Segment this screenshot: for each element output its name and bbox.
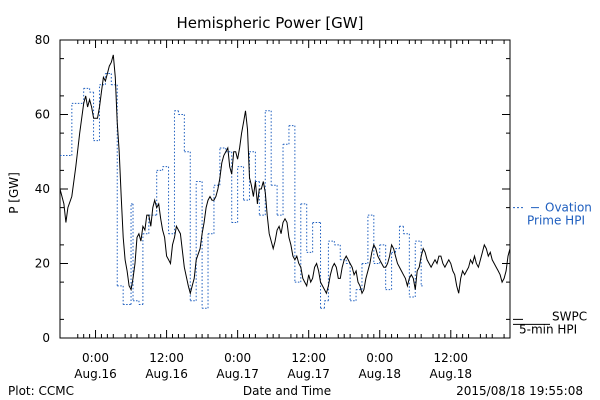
x-axis-label: Date and Time [243,384,331,398]
x-tick-time: 0:00 [82,351,109,365]
x-tick-date: Aug.16 [145,367,188,381]
legend-label: SWPC [552,309,587,323]
legend-label: 5-min HPI [519,322,577,336]
x-tick-date: Aug.17 [216,367,259,381]
y-tick-label: 20 [35,257,50,271]
x-tick-date: Aug.18 [430,367,473,381]
chart-title: Hemispheric Power [GW] [177,14,364,32]
x-tick-date: Aug.16 [74,367,117,381]
legend-label: Ovation [545,201,592,215]
plot-timestamp: 2015/08/18 19:55:08 [456,384,583,398]
y-tick-label: 0 [42,331,50,345]
x-tick-date: Aug.17 [287,367,330,381]
y-tick-label: 60 [35,108,50,122]
plot-area-frame [59,39,511,339]
swpc-series [59,54,511,296]
swpc-line [59,54,511,296]
y-axis: 0 20 40 60 80 [35,33,510,345]
x-axis: 0:00 Aug.16 12:00 Aug.16 0:00 Aug.17 12:00 Aug.… [74,40,505,381]
legend-label: Prime HPI [527,214,585,228]
x-tick-date: Aug.18 [358,367,401,381]
x-tick-time: 12:00 [433,351,468,365]
y-tick-label: 80 [35,33,50,47]
x-tick-time: 0:00 [366,351,393,365]
y-tick-label: 40 [35,182,50,196]
ovation-prime-series [60,73,424,309]
x-tick-time: 12:00 [149,351,184,365]
x-tick-time: 12:00 [291,351,326,365]
x-tick-time: 0:00 [224,351,251,365]
footer-credit: Plot: CCMC [8,384,74,398]
y-axis-label: P [GW] [7,172,21,214]
